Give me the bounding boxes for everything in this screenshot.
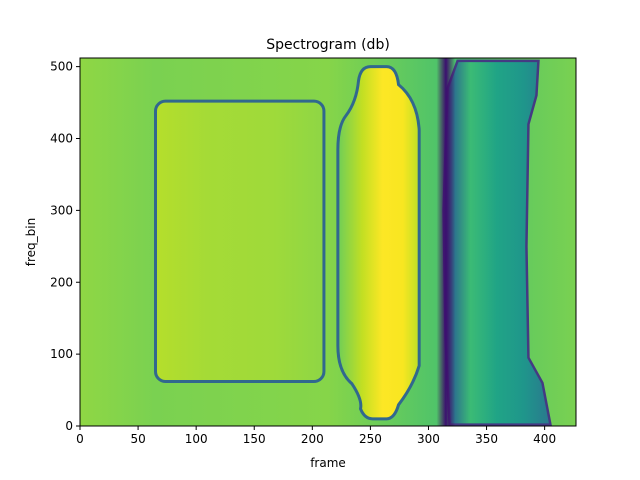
plot-frame: [79, 57, 577, 427]
x-axis: 0 50 100 150 200 250 300 350 400: [76, 426, 556, 446]
y-tick-label: 200: [50, 275, 73, 289]
x-tick-label: 400: [533, 432, 556, 446]
y-tick-label: 400: [50, 132, 73, 146]
heatmap-area: [80, 58, 576, 426]
x-tick-label: 0: [76, 432, 84, 446]
x-tick-label: 50: [130, 432, 145, 446]
x-tick-label: 250: [359, 432, 382, 446]
y-tick-label: 0: [65, 419, 73, 433]
heatmap-dark-stripe: [436, 58, 456, 426]
x-tick-label: 300: [417, 432, 440, 446]
x-tick-label: 350: [475, 432, 498, 446]
y-tick-label: 300: [50, 203, 73, 217]
x-axis-label: frame: [310, 456, 346, 470]
y-tick-label: 500: [50, 60, 73, 74]
chart-title: Spectrogram (db): [266, 37, 390, 53]
y-axis-label: freq_bin: [24, 218, 38, 266]
x-tick-label: 150: [243, 432, 266, 446]
x-tick-label: 100: [185, 432, 208, 446]
y-tick-label: 100: [50, 347, 73, 361]
x-tick-label: 200: [301, 432, 324, 446]
heatmap-region-block: [154, 99, 326, 383]
heatmap-region-bulge: [336, 65, 421, 421]
y-axis: 0 100 200 300 400 500: [50, 60, 80, 433]
